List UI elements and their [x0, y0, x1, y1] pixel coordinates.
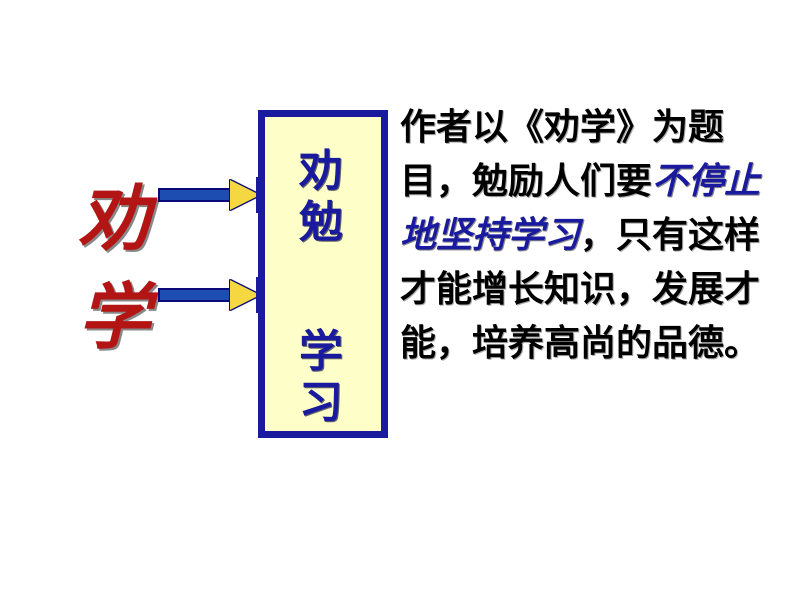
box-word-1-char1: 劝 — [299, 147, 343, 196]
box-word-2-char1: 学 — [299, 327, 343, 376]
title-char-2: 学 — [78, 258, 150, 363]
title-char-1: 劝 — [78, 160, 150, 265]
box-word-1: 劝 勉 — [299, 147, 343, 248]
box-word-1-char2: 勉 — [299, 198, 343, 247]
arrow-shaft — [158, 188, 236, 202]
arrow-2 — [158, 280, 268, 310]
box-word-2: 学 习 — [299, 327, 343, 428]
box-word-2-char2: 习 — [299, 378, 343, 427]
arrow-1 — [158, 180, 268, 210]
arrow-shaft — [158, 288, 236, 302]
definition-box: 劝 勉 学 习 — [258, 110, 388, 438]
explanation-paragraph: 作者以《劝学》为题目，勉励人们要不停止地坚持学习，只有这样才能增长知识，发展才能… — [400, 100, 780, 370]
